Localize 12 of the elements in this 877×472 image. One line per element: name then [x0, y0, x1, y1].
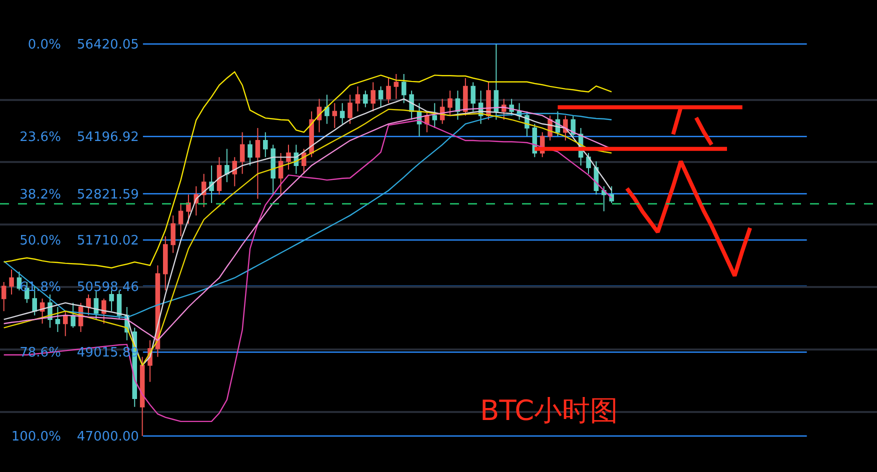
y-tick-label: 52821.59: [76, 187, 139, 202]
annotation: BTC小时图: [480, 394, 618, 427]
y2-tick-label: 100.0%: [11, 430, 61, 445]
y2-tick-label: 38.2%: [20, 187, 61, 202]
y2-tick-label: 23.6%: [20, 130, 61, 146]
y-tick-label: 50598.46: [76, 280, 139, 295]
y-tick-label: 54196.92: [76, 130, 139, 146]
y2-tick-label: 0.0%: [28, 38, 61, 53]
y-tick-label: 51710.02: [76, 234, 139, 249]
y-tick-label: 56420.05: [76, 38, 139, 53]
y2-tick-label: 50.0%: [20, 234, 61, 249]
y-tick-label: 47000.00: [76, 430, 139, 445]
